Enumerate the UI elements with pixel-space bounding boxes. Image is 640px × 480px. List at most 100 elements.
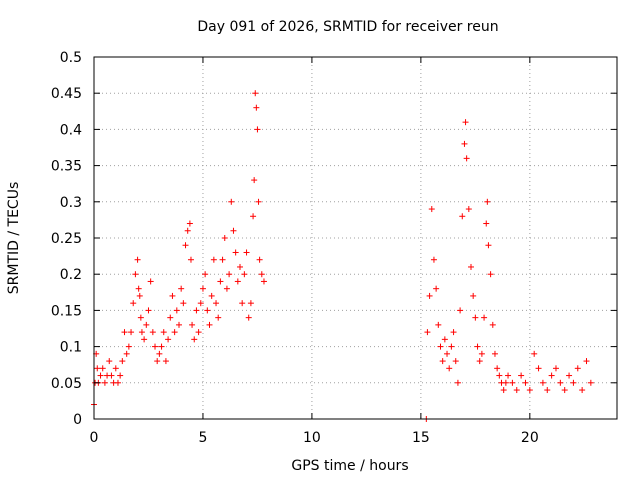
y-tick-label: 0.5 [60, 50, 82, 66]
data-point [180, 300, 187, 307]
data-point [552, 365, 559, 372]
data-point [228, 198, 235, 205]
x-tick-label: 10 [303, 430, 321, 446]
y-tick-label: 0.3 [60, 195, 82, 211]
data-point [239, 300, 246, 307]
data-point [439, 358, 446, 365]
y-tick-label: 0.2 [60, 267, 82, 283]
data-point [202, 271, 209, 278]
data-point [158, 343, 165, 350]
data-point [219, 256, 226, 263]
data-point [513, 387, 520, 394]
data-point [247, 300, 254, 307]
data-point [250, 213, 257, 220]
data-point [175, 321, 182, 328]
data-point [121, 329, 128, 336]
data-point [167, 314, 174, 321]
data-point [491, 350, 498, 357]
data-point [465, 206, 472, 213]
data-point [199, 285, 206, 292]
data-point [184, 227, 191, 234]
data-point [253, 104, 260, 111]
data-point [424, 329, 431, 336]
data-point [437, 343, 444, 350]
data-point [470, 292, 477, 299]
y-tick-label: 0 [73, 412, 82, 428]
data-point [94, 365, 101, 372]
data-point [535, 365, 542, 372]
data-point [136, 292, 143, 299]
data-point [137, 314, 144, 321]
data-point [226, 271, 233, 278]
data-point [193, 307, 200, 314]
data-points [91, 90, 594, 422]
data-point [426, 292, 433, 299]
data-point [117, 372, 124, 379]
data-point [457, 307, 464, 314]
data-point [134, 256, 141, 263]
x-axis-label: GPS time / hours [291, 458, 408, 474]
data-point [245, 314, 252, 321]
data-point [472, 314, 479, 321]
data-point [145, 307, 152, 314]
data-point [430, 256, 437, 263]
data-point [452, 358, 459, 365]
data-point [489, 321, 496, 328]
data-point [539, 379, 546, 386]
data-point [125, 343, 132, 350]
x-tick-label: 15 [412, 430, 430, 446]
data-point [448, 343, 455, 350]
data-point [232, 249, 239, 256]
y-tick-label: 0.35 [51, 159, 82, 175]
data-point [566, 372, 573, 379]
data-point [583, 358, 590, 365]
data-point [579, 387, 586, 394]
data-point [171, 329, 178, 336]
data-point [217, 278, 224, 285]
data-point [206, 321, 213, 328]
data-point [162, 358, 169, 365]
data-point [459, 213, 466, 220]
y-tick-label: 0.15 [51, 303, 82, 319]
data-point [478, 350, 485, 357]
data-point [135, 285, 142, 292]
data-point [189, 321, 196, 328]
data-point [195, 329, 202, 336]
data-point [154, 358, 161, 365]
data-point [213, 300, 220, 307]
data-point [108, 372, 115, 379]
data-point [474, 343, 481, 350]
data-point [484, 198, 491, 205]
data-point [234, 278, 241, 285]
data-point [548, 372, 555, 379]
data-point [123, 350, 130, 357]
data-point [461, 140, 468, 147]
data-point [496, 372, 503, 379]
grid [94, 57, 617, 419]
data-point [243, 249, 250, 256]
data-point [178, 285, 185, 292]
data-point [130, 300, 137, 307]
y-tick-label: 0.45 [51, 86, 82, 102]
data-point [147, 278, 154, 285]
data-point [119, 358, 126, 365]
data-point [505, 372, 512, 379]
data-point [141, 336, 148, 343]
data-point [518, 372, 525, 379]
data-point [114, 379, 121, 386]
data-point [561, 387, 568, 394]
data-point [208, 292, 215, 299]
data-point [487, 271, 494, 278]
data-point [237, 263, 244, 270]
data-point [99, 365, 106, 372]
data-point [428, 206, 435, 213]
data-point [260, 278, 267, 285]
data-point [156, 350, 163, 357]
data-point [522, 379, 529, 386]
data-point [502, 379, 509, 386]
data-point [215, 314, 222, 321]
data-point [101, 379, 108, 386]
axes: 0 0.05 0.1 0.15 0.2 0.25 0.3 0.35 0.4 0.45 0.5 0 5 10… [51, 50, 617, 446]
data-point [526, 387, 533, 394]
